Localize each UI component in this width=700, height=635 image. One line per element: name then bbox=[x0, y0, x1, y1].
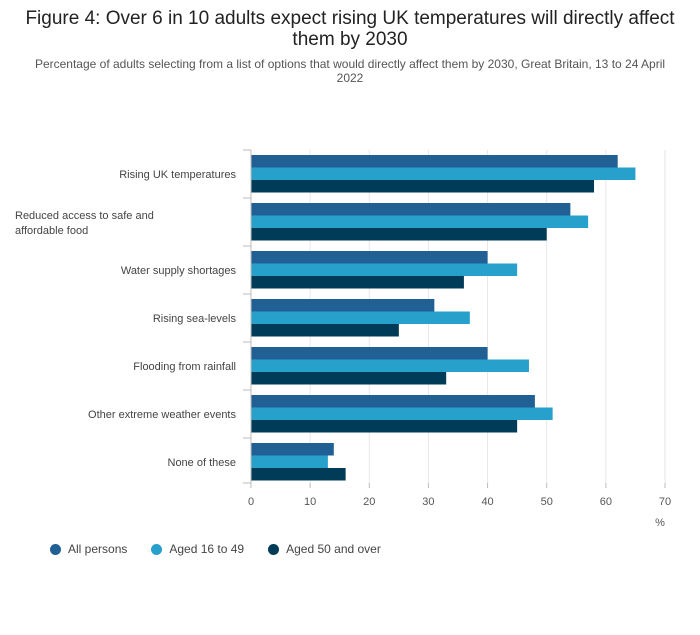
bar-rising-sea-levels-aged-50-and-over bbox=[251, 324, 399, 337]
category-label-rising-sea-levels: Rising sea-levels bbox=[153, 313, 237, 325]
x-tick-label-20: 20 bbox=[363, 496, 375, 508]
legend: All persons Aged 16 to 49 Aged 50 and ov… bbox=[50, 542, 381, 556]
chart-title: Figure 4: Over 6 in 10 adults expect ris… bbox=[25, 8, 675, 50]
legend-label: Aged 50 and over bbox=[286, 542, 381, 556]
bar-rising-uk-temperatures-all-persons bbox=[251, 155, 618, 168]
legend-item-aged-50-and-over: Aged 50 and over bbox=[268, 542, 381, 556]
bar-reduced-access-to-safe-and-affordable-food-aged-50-and-over bbox=[251, 228, 547, 241]
bar-rising-sea-levels-aged-16-to-49 bbox=[251, 311, 470, 324]
bar-water-supply-shortages-aged-50-and-over bbox=[251, 276, 464, 289]
chart-subtitle: Percentage of adults selecting from a li… bbox=[34, 57, 666, 85]
x-tick-label-50: 50 bbox=[541, 496, 553, 508]
bar-water-supply-shortages-aged-16-to-49 bbox=[251, 263, 518, 276]
category-label-flooding-from-rainfall: Flooding from rainfall bbox=[133, 361, 236, 373]
tick-labels: 0 10 20 30 40 50 60 70 bbox=[248, 496, 671, 508]
bar-none-of-these-all-persons bbox=[251, 443, 334, 456]
x-tick-label-0: 0 bbox=[248, 496, 254, 508]
legend-swatch bbox=[268, 543, 280, 555]
x-tick-label-60: 60 bbox=[600, 496, 612, 508]
x-tick-label-30: 30 bbox=[422, 496, 434, 508]
bar-water-supply-shortages-all-persons bbox=[251, 251, 488, 264]
category-label-reduced-access-to-safe-and-affordable-food: Reduced access to safe and affordable foo… bbox=[15, 210, 154, 237]
bar-other-extreme-weather-events-all-persons bbox=[251, 395, 535, 408]
legend-label: Aged 16 to 49 bbox=[169, 542, 245, 556]
bar-rising-uk-temperatures-aged-16-to-49 bbox=[251, 167, 636, 180]
bar-reduced-access-to-safe-and-affordable-food-aged-16-to-49 bbox=[251, 215, 589, 228]
bar-flooding-from-rainfall-all-persons bbox=[251, 347, 488, 360]
legend-label: All persons bbox=[68, 542, 128, 556]
category-label-rising-uk-temperatures: Rising UK temperatures bbox=[119, 169, 236, 181]
legend-item-aged-16-to-49: Aged 16 to 49 bbox=[151, 542, 244, 556]
x-tick-label-10: 10 bbox=[304, 496, 316, 508]
legend-swatch bbox=[50, 543, 61, 555]
bar-rising-sea-levels-all-persons bbox=[251, 299, 435, 312]
category-labels: Rising UK temperatures Reduced access to … bbox=[15, 169, 236, 469]
axes bbox=[243, 149, 666, 488]
legend-swatch bbox=[151, 543, 163, 555]
bar-flooding-from-rainfall-aged-50-and-over bbox=[251, 372, 447, 385]
bar-other-extreme-weather-events-aged-50-and-over bbox=[251, 420, 518, 433]
bar-none-of-these-aged-16-to-49 bbox=[251, 455, 328, 468]
bar-other-extreme-weather-events-aged-16-to-49 bbox=[251, 407, 553, 420]
x-tick-label-70: 70 bbox=[659, 496, 671, 508]
legend-item-all-persons: All persons bbox=[50, 542, 127, 556]
bar-flooding-from-rainfall-aged-16-to-49 bbox=[251, 359, 529, 372]
x-tick-label-40: 40 bbox=[481, 496, 493, 508]
bar-reduced-access-to-safe-and-affordable-food-all-persons bbox=[251, 203, 571, 216]
x-axis-unit-label: % bbox=[655, 517, 665, 529]
bars bbox=[251, 155, 636, 481]
bar-none-of-these-aged-50-and-over bbox=[251, 468, 346, 481]
category-label-none-of-these: None of these bbox=[168, 457, 237, 469]
category-label-water-supply-shortages: Water supply shortages bbox=[121, 265, 237, 277]
bar-rising-uk-temperatures-aged-50-and-over bbox=[251, 180, 595, 193]
category-label-other-extreme-weather-events: Other extreme weather events bbox=[88, 409, 236, 421]
